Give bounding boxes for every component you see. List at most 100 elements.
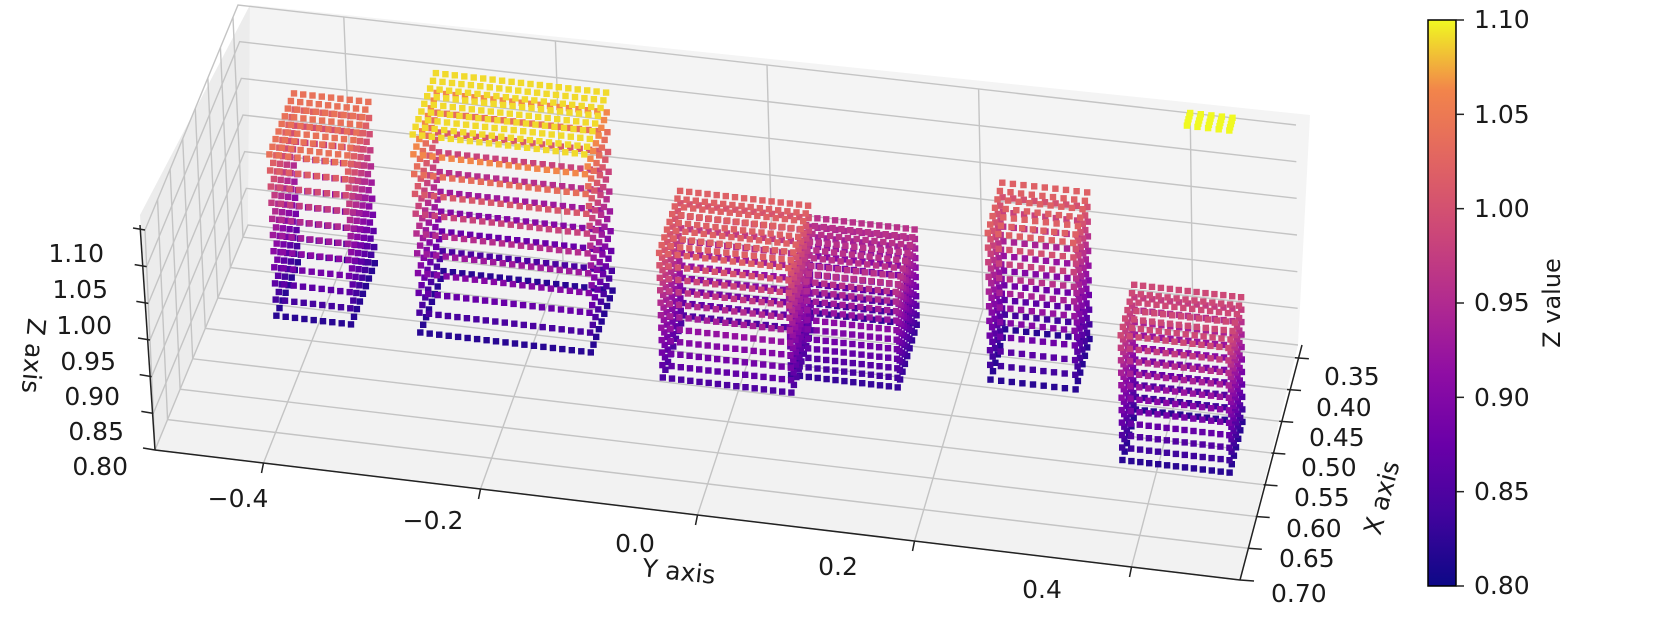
scatter-point — [1029, 352, 1036, 359]
scatter-point — [504, 235, 511, 243]
scatter-point — [841, 274, 848, 282]
scatter-point — [668, 293, 675, 300]
scatter-point — [291, 298, 298, 305]
scatter-point — [543, 279, 550, 287]
scatter-point — [1018, 350, 1026, 358]
scatter-point — [305, 203, 313, 211]
scatter-point — [340, 111, 347, 119]
scatter-point — [1208, 467, 1215, 474]
scatter-point — [424, 266, 431, 274]
scatter-point — [722, 344, 730, 351]
scatter-point — [892, 307, 900, 315]
scatter-point — [789, 344, 797, 351]
scatter-point — [669, 318, 676, 325]
scatter-point — [1221, 416, 1228, 423]
scatter-point — [347, 321, 355, 328]
scatter-point — [284, 249, 291, 257]
scatter-point — [684, 220, 692, 228]
scatter-point — [483, 91, 491, 99]
scatter-point — [352, 185, 359, 192]
scatter-point — [658, 349, 666, 356]
scatter-point — [707, 239, 714, 246]
scatter-point — [447, 135, 454, 143]
scatter-point — [1122, 352, 1129, 360]
scatter-point — [502, 94, 510, 101]
scatter-point — [556, 266, 563, 274]
scatter-point — [880, 238, 887, 246]
scatter-point — [549, 181, 556, 189]
scatter-point — [1141, 382, 1148, 389]
scatter-point — [664, 346, 671, 353]
scatter-point — [596, 258, 603, 266]
scatter-point — [785, 232, 793, 239]
scatter-point — [717, 316, 724, 323]
scatter-point — [427, 278, 435, 286]
scatter-point — [1172, 425, 1179, 433]
scatter-point — [282, 313, 289, 320]
scatter-point — [1017, 306, 1025, 314]
scatter-point — [776, 301, 784, 308]
scatter-point — [1162, 302, 1169, 309]
scatter-point — [351, 169, 358, 176]
scatter-point — [435, 216, 442, 223]
scatter-point — [1150, 370, 1157, 378]
scatter-point — [334, 151, 342, 158]
scatter-point — [483, 174, 490, 181]
scatter-point — [589, 147, 597, 155]
scatter-point — [289, 130, 296, 137]
scatter-point — [1228, 411, 1235, 418]
scatter-point — [599, 251, 606, 258]
scatter-point — [1078, 317, 1085, 324]
scatter-point — [1231, 331, 1239, 339]
scatter-point — [805, 214, 812, 222]
scatter-point — [421, 274, 428, 281]
scatter-point — [659, 279, 666, 286]
scatter-point — [687, 213, 694, 220]
scatter-point — [412, 210, 419, 217]
scatter-point — [1129, 339, 1136, 347]
scatter-point — [1078, 287, 1085, 295]
scatter-point — [1176, 386, 1184, 393]
scatter-point — [1074, 237, 1082, 244]
scatter-point — [291, 138, 298, 145]
scatter-point — [1145, 447, 1153, 454]
scatter-point — [460, 129, 467, 136]
scatter-point — [532, 219, 539, 226]
scatter-point — [721, 294, 728, 301]
scatter-point — [840, 358, 848, 366]
scatter-point — [1053, 244, 1060, 251]
scatter-point — [803, 297, 811, 304]
scatter-point — [278, 144, 286, 151]
scatter-point — [271, 192, 278, 199]
scatter-point — [903, 263, 910, 270]
scatter-point — [1022, 313, 1030, 321]
scatter-point — [293, 106, 301, 113]
scatter-point — [1132, 393, 1139, 401]
scatter-point — [1137, 325, 1145, 333]
scatter-point — [849, 219, 856, 226]
scatter-point — [496, 274, 503, 281]
scatter-point — [1081, 212, 1089, 219]
scatter-point — [1043, 287, 1050, 294]
scatter-point — [592, 140, 600, 147]
scatter-point — [1132, 356, 1139, 363]
scatter-point — [787, 339, 794, 346]
scatter-point — [796, 283, 803, 290]
scatter-point — [1236, 377, 1243, 384]
scatter-point — [574, 86, 581, 93]
scatter-point — [602, 89, 610, 96]
scatter-point — [1120, 348, 1127, 356]
scatter-point — [813, 346, 821, 353]
scatter-point — [432, 69, 440, 77]
scatter-point — [524, 88, 531, 95]
scatter-point — [347, 144, 354, 151]
scatter-point — [411, 170, 418, 178]
scatter-point — [303, 131, 310, 138]
scatter-point — [433, 272, 441, 279]
scatter-point — [421, 100, 428, 107]
scatter-point — [757, 261, 764, 268]
scatter-point — [276, 168, 283, 175]
scatter-point — [553, 280, 560, 288]
scatter-point — [704, 342, 711, 349]
scatter-point — [600, 116, 608, 124]
